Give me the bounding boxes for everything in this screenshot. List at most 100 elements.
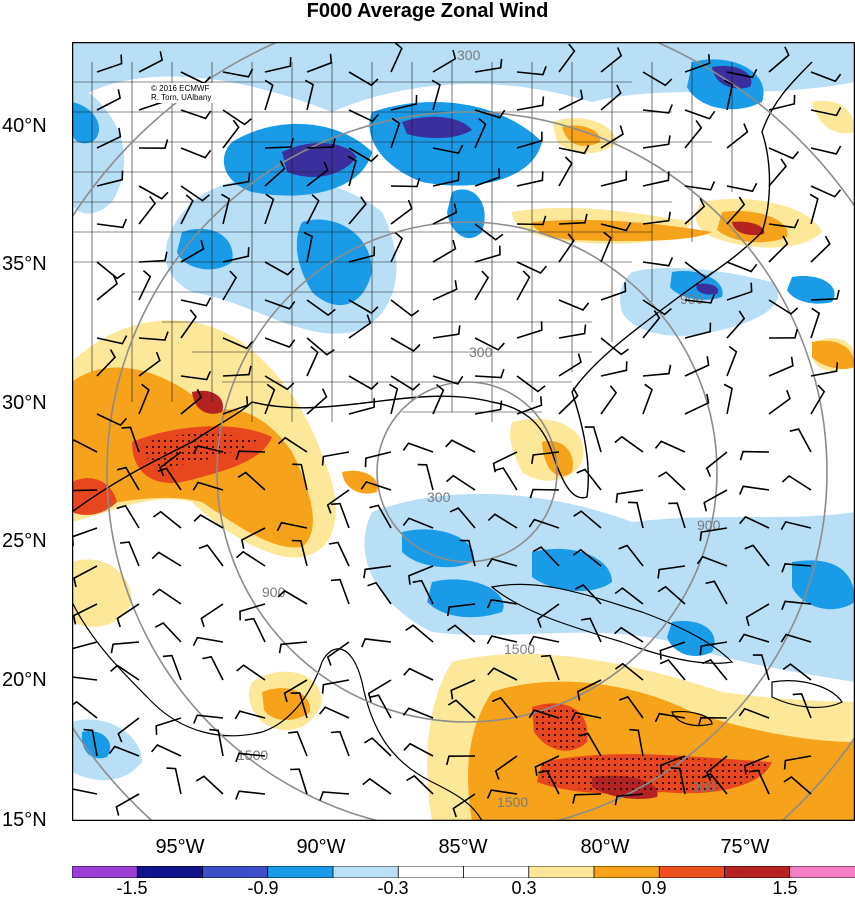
wind-barb bbox=[576, 679, 602, 701]
wind-barb bbox=[781, 563, 812, 573]
wind-barb bbox=[348, 299, 379, 315]
lon-label-95w: 95°W bbox=[155, 836, 205, 858]
wind-barb bbox=[155, 717, 182, 735]
wind-barb bbox=[306, 161, 329, 187]
wind-barb bbox=[810, 362, 839, 377]
wind-barb bbox=[600, 231, 612, 263]
wind-barb bbox=[120, 541, 140, 567]
wind-barb bbox=[304, 79, 315, 111]
wind-barb bbox=[390, 299, 420, 317]
wind-barb bbox=[166, 767, 182, 795]
wind-barb bbox=[96, 274, 119, 301]
wind-barb bbox=[264, 138, 294, 149]
wind-barb bbox=[614, 587, 644, 605]
wind-barb bbox=[330, 578, 350, 605]
wind-barb bbox=[558, 387, 579, 415]
wind-barb bbox=[528, 635, 560, 645]
contour-label: 900 bbox=[262, 584, 286, 600]
lat-label-40n: 40°N bbox=[2, 115, 47, 137]
wind-barb bbox=[629, 728, 644, 757]
wind-barb bbox=[726, 123, 749, 149]
wind-barb bbox=[744, 755, 770, 775]
wind-barb bbox=[699, 527, 728, 542]
contour-label: 900 bbox=[680, 291, 704, 307]
wind-barb bbox=[516, 66, 547, 76]
wind-barb bbox=[768, 219, 800, 229]
wind-barb bbox=[792, 692, 812, 719]
wind-barb bbox=[789, 428, 812, 453]
wind-barb bbox=[558, 299, 590, 311]
wind-barb bbox=[810, 307, 821, 339]
wind-barb bbox=[684, 54, 711, 73]
colorbar-swatch bbox=[202, 866, 269, 878]
wind-barb bbox=[348, 147, 379, 163]
wind-barb bbox=[642, 135, 671, 149]
wind-barb bbox=[432, 280, 458, 301]
wind-barb bbox=[306, 345, 319, 377]
wind-barb bbox=[600, 222, 632, 232]
wind-barb bbox=[347, 155, 357, 187]
wind-barb bbox=[726, 282, 753, 301]
wind-barb bbox=[768, 158, 788, 187]
wind-barb bbox=[180, 370, 212, 381]
wind-barb bbox=[193, 714, 224, 724]
contour-label: 900 bbox=[697, 517, 721, 533]
wind-barb bbox=[474, 168, 501, 187]
wind-barb bbox=[494, 467, 518, 491]
wind-barb bbox=[445, 755, 476, 766]
wind-barb bbox=[326, 641, 350, 666]
wind-barb bbox=[447, 624, 476, 643]
wind-barb bbox=[768, 94, 796, 111]
wind-barb bbox=[264, 79, 274, 111]
wind-barb bbox=[390, 177, 421, 188]
wind-barb bbox=[528, 518, 560, 529]
colorbar-label-0: -1.5 bbox=[116, 878, 148, 898]
wind-barb bbox=[159, 451, 182, 477]
wind-barb bbox=[445, 439, 476, 453]
wind-barb bbox=[222, 109, 252, 126]
lon-label-85w: 85°W bbox=[438, 836, 488, 858]
wind-barb bbox=[222, 119, 240, 149]
wind-barb bbox=[138, 51, 164, 73]
mexico-coastline bbox=[72, 601, 483, 821]
wind-barb bbox=[581, 617, 602, 643]
wind-barb bbox=[486, 558, 518, 568]
wind-barb bbox=[558, 324, 587, 339]
contour-label: 1500 bbox=[504, 641, 535, 657]
chart-title: F000 Average Zonal Wind bbox=[306, 0, 549, 22]
wind-barb bbox=[810, 289, 840, 301]
wind-barb bbox=[752, 654, 770, 681]
wind-barb bbox=[96, 335, 128, 345]
contour-label: 300 bbox=[469, 344, 493, 360]
wind-barb bbox=[768, 235, 789, 263]
wind-barb bbox=[72, 439, 98, 453]
wind-barb bbox=[318, 706, 350, 719]
contour-label: 1500 bbox=[497, 794, 528, 810]
wind-barb bbox=[390, 117, 401, 149]
wind-barb bbox=[138, 139, 169, 150]
contour-label: 300 bbox=[457, 47, 481, 63]
wind-barb bbox=[726, 196, 746, 225]
wind-barb bbox=[452, 793, 476, 818]
wind-barb bbox=[558, 233, 575, 263]
wind-barb bbox=[558, 353, 582, 377]
wind-barb bbox=[222, 396, 249, 415]
wind-barb bbox=[684, 393, 710, 415]
wind-barb bbox=[180, 309, 198, 339]
wind-barb bbox=[701, 772, 728, 795]
wind-barb bbox=[642, 299, 672, 316]
wind-barb bbox=[235, 752, 266, 763]
wind-barb bbox=[684, 294, 715, 304]
wind-barb bbox=[600, 282, 627, 301]
wind-barb bbox=[96, 89, 122, 111]
wind-barb bbox=[600, 125, 624, 149]
wind-barb bbox=[432, 375, 464, 385]
wind-barb bbox=[198, 544, 224, 567]
wind-barb bbox=[749, 769, 770, 795]
wind-barb bbox=[723, 383, 734, 415]
wind-barb bbox=[701, 658, 728, 681]
wind-barb bbox=[516, 96, 545, 111]
wind-barb bbox=[200, 603, 224, 628]
wind-barb bbox=[83, 728, 98, 757]
wind-barb bbox=[138, 185, 169, 200]
